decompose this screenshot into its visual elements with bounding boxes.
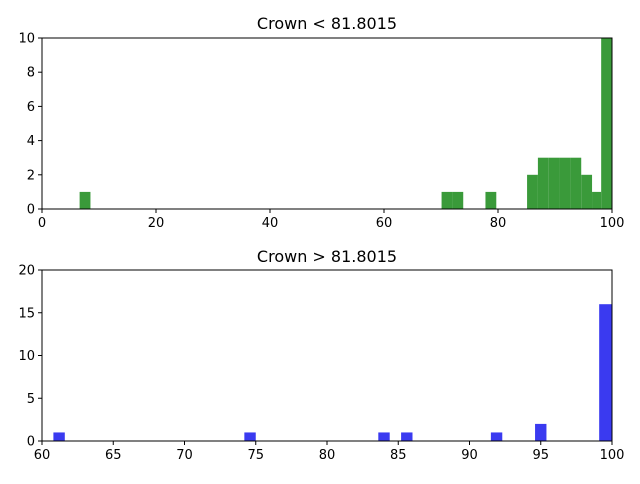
histogram-bar-11 [601, 38, 612, 209]
histogram-panel-crown-above: Crown > 81.8015 60 65 70 75 80 85 90 95 100 0 5 10 1… [18, 247, 624, 463]
x-tick-label: 95 [532, 448, 549, 463]
histogram-bar-0 [53, 432, 65, 441]
histogram-bar-10 [592, 191, 602, 209]
chart-title: Crown > 81.8015 [257, 247, 397, 266]
histogram-bar-2 [378, 432, 390, 441]
histogram-bar-5 [535, 423, 547, 441]
histogram-bar-2 [452, 191, 464, 209]
histogram-bar-5 [537, 157, 549, 209]
histogram-bar-7 [559, 157, 571, 209]
y-tick-label: 4 [27, 134, 35, 149]
histogram-bar-6 [599, 304, 612, 441]
histogram-bar-1 [441, 191, 453, 209]
x-tick-label: 60 [376, 216, 393, 231]
x-tick-label: 20 [148, 216, 165, 231]
x-tick-label: 40 [262, 216, 279, 231]
y-tick-label: 10 [18, 349, 35, 364]
y-tick-label: 2 [27, 168, 35, 183]
histogram-bar-9 [581, 174, 593, 209]
histogram-bar-8 [570, 157, 582, 209]
histogram-bar-4 [527, 174, 538, 209]
y-tick-label: 8 [27, 66, 35, 81]
x-tick-label: 70 [176, 448, 193, 463]
histogram-panel-crown-below: Crown < 81.8015 0 20 40 60 80 100 0 2 4 6 8 10 [18, 14, 624, 231]
histogram-bar-3 [401, 432, 413, 441]
x-tick-label: 65 [105, 448, 122, 463]
x-tick-label: 90 [461, 448, 478, 463]
x-tick-label: 85 [390, 448, 407, 463]
histogram-bar-3 [485, 191, 497, 209]
plot-frame [41, 37, 613, 210]
histogram-bar-4 [490, 432, 503, 441]
histogram-bar-0 [79, 191, 91, 209]
y-tick-label: 0 [27, 435, 35, 450]
x-tick-label: 75 [247, 448, 264, 463]
plot-frame [41, 269, 613, 442]
x-tick-label: 80 [490, 216, 507, 231]
x-tick-label: 0 [38, 216, 46, 231]
chart-title: Crown < 81.8015 [257, 14, 397, 33]
x-tick-label: 100 [600, 448, 625, 463]
x-tick-label: 80 [319, 448, 336, 463]
y-tick-label: 6 [27, 100, 35, 115]
y-tick-label: 15 [18, 306, 35, 321]
x-tick-label: 100 [600, 216, 625, 231]
histogram-bar-1 [244, 432, 256, 441]
y-tick-label: 0 [27, 203, 35, 218]
x-tick-label: 60 [34, 448, 51, 463]
y-tick-label: 20 [18, 264, 35, 279]
y-tick-label: 5 [27, 392, 35, 407]
histogram-bar-6 [548, 157, 560, 209]
y-tick-label: 10 [18, 32, 35, 47]
